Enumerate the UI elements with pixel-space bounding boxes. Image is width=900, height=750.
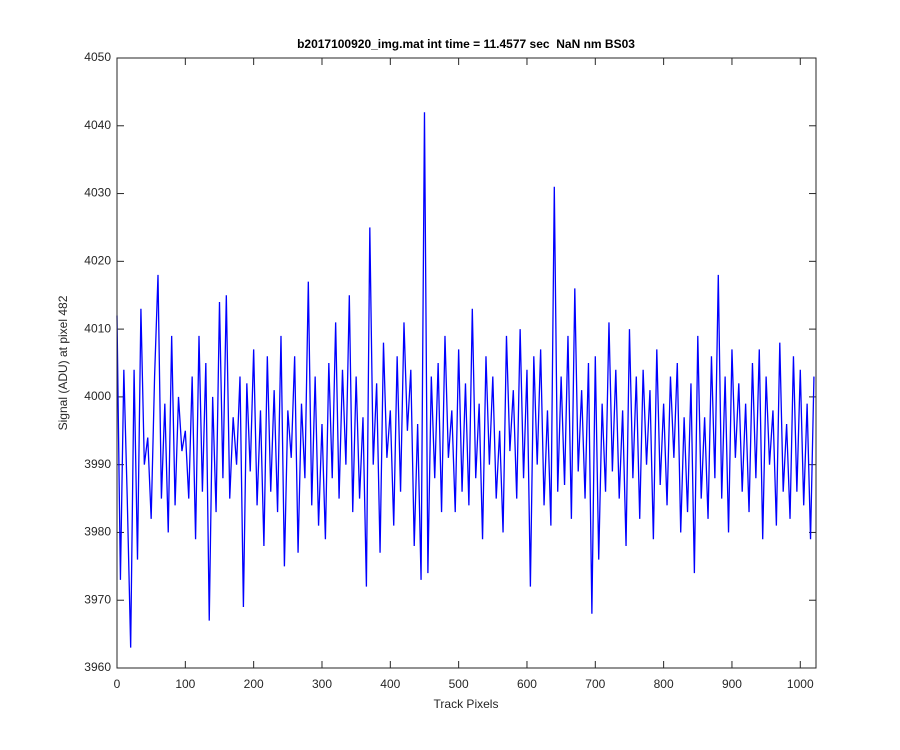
x-tick-label: 1000 [787,677,814,691]
y-tick-label: 3980 [84,525,111,539]
x-tick-label: 500 [449,677,469,691]
x-tick-label: 100 [175,677,195,691]
y-tick-label: 4030 [84,186,111,200]
y-axis-label: Signal (ADU) at pixel 482 [56,295,70,430]
y-tick-label: 4040 [84,118,111,132]
x-tick-label: 200 [244,677,264,691]
x-axis-label: Track Pixels [434,697,499,711]
x-tick-label: 300 [312,677,332,691]
x-tick-label: 400 [380,677,400,691]
y-tick-label: 4000 [84,389,111,403]
y-tick-label: 3970 [84,592,111,606]
x-tick-label: 0 [114,677,121,691]
y-tick-label: 4020 [84,254,111,268]
y-tick-label: 3990 [84,457,111,471]
x-tick-label: 700 [585,677,605,691]
x-tick-label: 600 [517,677,537,691]
plot-frame [116,57,817,669]
x-tick-label: 800 [654,677,674,691]
y-tick-label: 4010 [84,321,111,335]
chart-title: b2017100920_img.mat int time = 11.4577 s… [297,37,635,51]
x-tick-label: 900 [722,677,742,691]
y-tick-label: 3960 [84,660,111,674]
y-tick-label: 4050 [84,50,111,64]
data-line [116,112,815,648]
